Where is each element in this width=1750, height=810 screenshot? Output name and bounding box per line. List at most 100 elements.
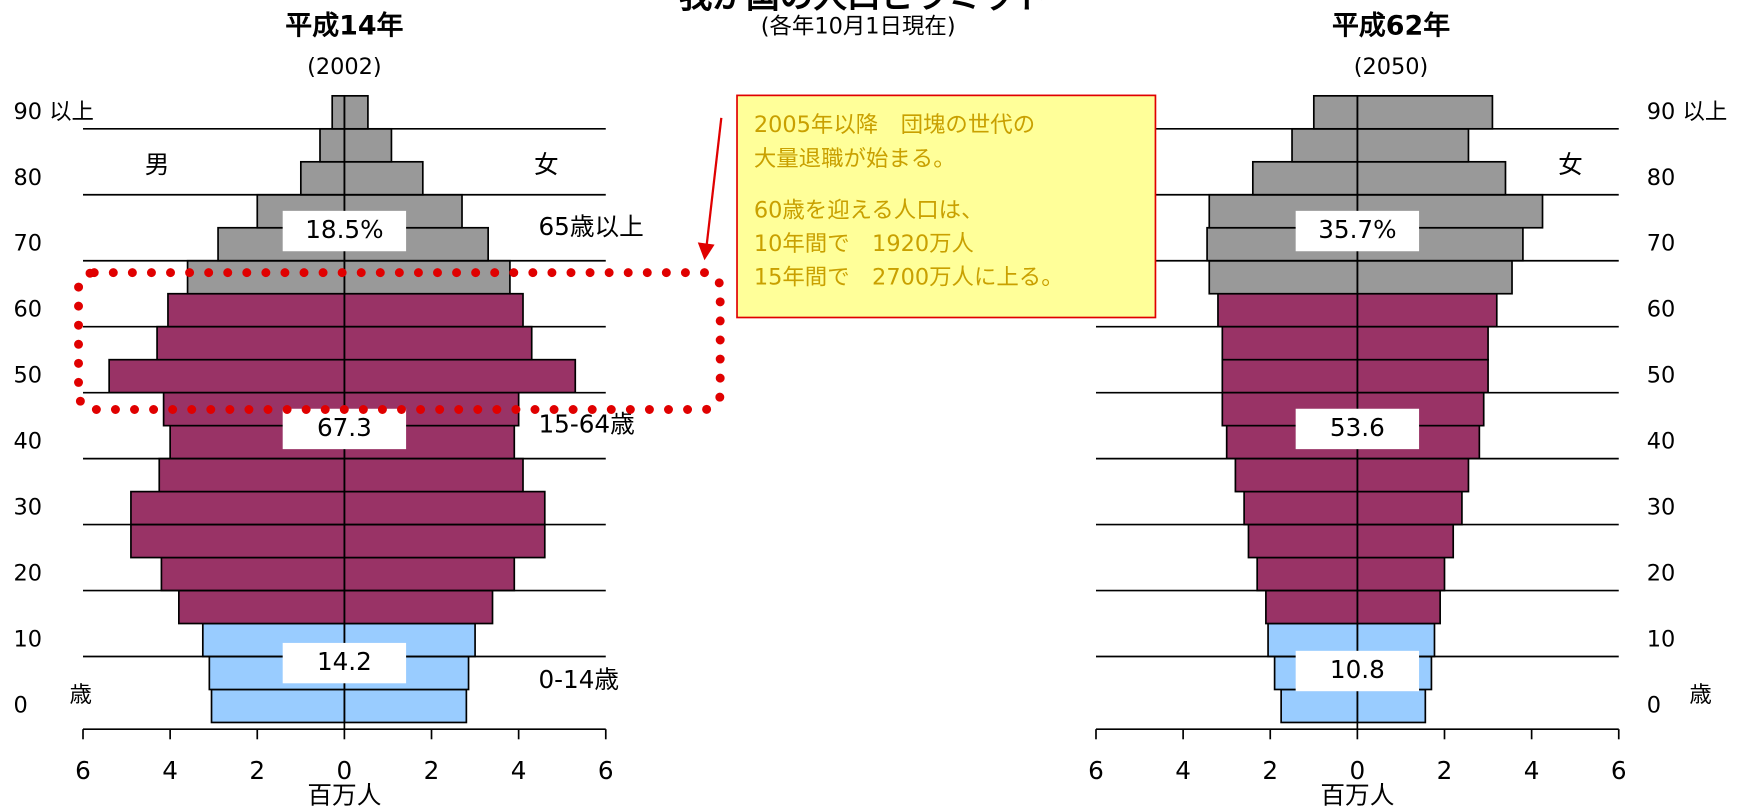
chart-title: 平成14年 xyxy=(285,9,403,41)
x-tick-label: 0 xyxy=(337,756,353,785)
bar xyxy=(343,160,424,196)
bar xyxy=(1217,292,1359,328)
bar xyxy=(160,556,346,592)
x-tick-label: 0 xyxy=(1350,756,1366,785)
bar xyxy=(331,94,346,130)
bar xyxy=(1312,94,1359,130)
x-tick-label: 6 xyxy=(598,756,614,785)
bar xyxy=(156,325,346,361)
bar xyxy=(319,127,346,163)
share-box xyxy=(282,210,407,252)
callout-text: 2005年以降 団塊の世代の xyxy=(754,112,1035,138)
callout-text: 60歳を迎える人口は、 xyxy=(754,197,984,223)
bar xyxy=(1208,259,1359,295)
bar xyxy=(158,457,346,493)
share-box xyxy=(282,642,407,684)
bar xyxy=(167,292,346,328)
y-tick-label: 10 xyxy=(1647,627,1676,653)
bar xyxy=(343,94,369,130)
y-tick-label: 10 xyxy=(13,627,42,653)
x-tick-label: 6 xyxy=(1611,756,1627,785)
y-tick-label: 0 xyxy=(1647,692,1661,718)
bar xyxy=(130,523,346,559)
bar xyxy=(1247,523,1359,559)
bar xyxy=(1291,127,1359,163)
bar xyxy=(343,457,524,493)
x-axis-label: 百万人 xyxy=(307,781,381,810)
x-tick-label: 4 xyxy=(1175,756,1191,785)
bar xyxy=(210,688,346,724)
series-label: 女 xyxy=(1558,150,1583,179)
share-label: 14.2 xyxy=(317,647,372,676)
y-tick-label: 0 xyxy=(13,692,27,718)
bar xyxy=(130,490,346,526)
bar xyxy=(1356,457,1470,493)
share-label: 10.8 xyxy=(1330,655,1385,684)
bar xyxy=(1234,457,1359,493)
bar xyxy=(343,358,577,394)
bar xyxy=(1356,688,1427,724)
x-tick-label: 6 xyxy=(1088,756,1104,785)
bar xyxy=(1356,160,1507,196)
y-tick-label: 20 xyxy=(1647,561,1676,587)
y-tick-label: 50 xyxy=(1647,363,1676,389)
arrow-head xyxy=(697,242,715,261)
bar xyxy=(1280,688,1359,724)
y-tick-label: 30 xyxy=(13,495,42,521)
bar xyxy=(108,358,346,394)
bar xyxy=(1356,523,1455,559)
arrow-line xyxy=(705,117,723,245)
series-label: 男 xyxy=(145,150,170,179)
share-box xyxy=(1295,210,1420,252)
y-tick-label: 80 xyxy=(13,165,42,191)
callout-text: 大量退職が始まる。 xyxy=(754,146,956,172)
x-tick-label: 2 xyxy=(424,756,440,785)
bar xyxy=(343,325,533,361)
bar xyxy=(1356,127,1470,163)
bar xyxy=(1356,358,1489,394)
x-tick-label: 6 xyxy=(75,756,91,785)
y-tick-label: 80 xyxy=(1647,165,1676,191)
bar xyxy=(1356,556,1446,592)
y-tick-label: 50 xyxy=(13,363,42,389)
bar xyxy=(343,490,546,526)
bar xyxy=(343,127,393,163)
share-label: 18.5% xyxy=(305,215,383,244)
y-axis-label: 歳 xyxy=(70,682,92,708)
y-tick-label: 40 xyxy=(1647,429,1676,455)
share-label: 67.3 xyxy=(317,413,372,442)
share-label: 53.6 xyxy=(1330,413,1385,442)
x-tick-label: 2 xyxy=(249,756,265,785)
share-label: 35.7% xyxy=(1318,215,1396,244)
bar xyxy=(1243,490,1359,526)
x-tick-label: 2 xyxy=(1437,756,1453,785)
callout-box xyxy=(736,94,1157,319)
bar xyxy=(1251,160,1359,196)
bar xyxy=(343,556,516,592)
bar xyxy=(1356,325,1489,361)
highlight-box xyxy=(74,268,725,414)
x-axis-label: 百万人 xyxy=(1320,781,1394,810)
bar xyxy=(1221,325,1359,361)
y-tick-label: 20 xyxy=(13,561,42,587)
chart-title: 平成62年 xyxy=(1332,9,1450,41)
bar xyxy=(1356,94,1494,130)
bar xyxy=(343,688,468,724)
bar xyxy=(299,160,346,196)
share-box xyxy=(1295,408,1420,450)
page-title: 我が国の人口ピラミッド xyxy=(679,0,1049,15)
bar xyxy=(343,589,494,625)
bar xyxy=(343,523,546,559)
chart-subtitle: (2002) xyxy=(307,54,382,80)
y-tick-label: 40 xyxy=(13,429,42,455)
y-tick-label: 60 xyxy=(1647,297,1676,323)
y-tick-label: 60 xyxy=(13,297,42,323)
bar xyxy=(1265,589,1359,625)
y-tick-label: 30 xyxy=(1647,495,1676,521)
share-box xyxy=(1295,650,1420,692)
bar xyxy=(1356,259,1513,295)
bar xyxy=(186,259,346,295)
